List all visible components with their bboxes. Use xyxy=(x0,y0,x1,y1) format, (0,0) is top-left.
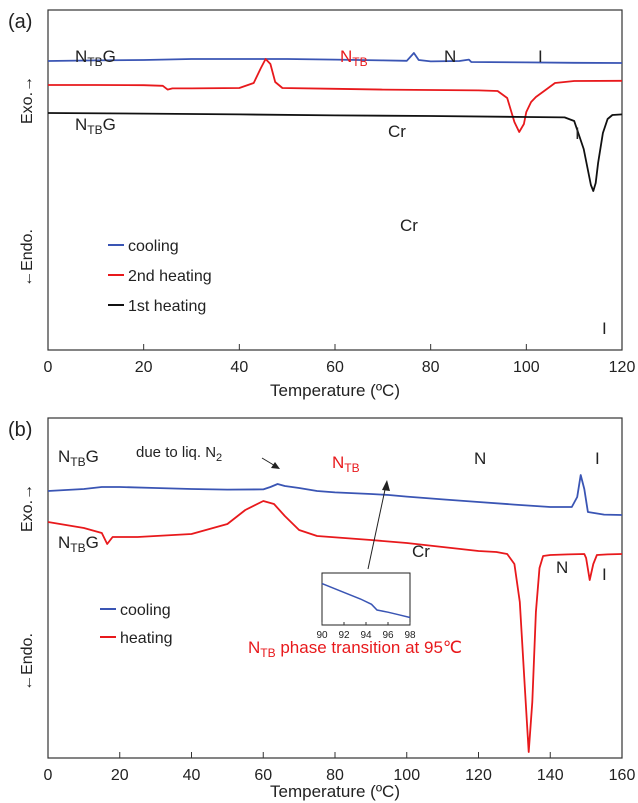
panel-b-ntb-label: NTB xyxy=(332,453,360,475)
panel-b-label: (b) xyxy=(8,419,32,441)
x-tick-label: 120 xyxy=(609,359,636,376)
inset-pointer-arrow xyxy=(367,484,387,570)
x-tick-label: 80 xyxy=(326,767,344,784)
inset-tick-label: 96 xyxy=(382,630,394,641)
x-tick-label: 0 xyxy=(44,359,53,376)
panel-a-legend: cooling 2nd heating 1st heating xyxy=(108,238,212,315)
panel-a-ntb-label: NTB xyxy=(340,47,368,69)
series-line-heating xyxy=(47,500,623,753)
panel-b-cr: Cr xyxy=(412,542,430,561)
panel-b-n-top: N xyxy=(474,449,486,468)
panel-a-i-top: I xyxy=(538,47,543,66)
panel-b: (b) 0 20 40 60 80 100 120 140 160 Temperature (º… xyxy=(8,417,636,801)
panel-b-transition-note: NTB phase transition at 95℃ xyxy=(248,638,462,660)
panel-b-y-label-endo: ←Endo. xyxy=(19,633,36,691)
x-tick-label: 80 xyxy=(422,359,440,376)
x-tick-label: 40 xyxy=(230,359,248,376)
panel-a-x-axis-label: Temperature (ºC) xyxy=(270,381,400,400)
panel-b-x-axis-label: Temperature (ºC) xyxy=(270,782,400,801)
panel-a-series xyxy=(47,52,623,192)
x-tick-label: 100 xyxy=(513,359,540,376)
panel-b-liq-arrowhead xyxy=(271,462,280,469)
inset-series xyxy=(321,582,411,619)
panel-a-i-low: I xyxy=(602,319,607,338)
series-line-cooling xyxy=(47,474,623,516)
panel-a-x-ticks: 0 20 40 60 80 100 120 xyxy=(44,344,636,376)
inset-frame xyxy=(321,572,411,626)
panel-a-n-label: N xyxy=(444,47,456,66)
inset-cooling-line xyxy=(321,582,411,619)
series-line-1st-heating xyxy=(47,112,623,192)
panel-a-y-label-exo: Exo.→ xyxy=(19,76,36,124)
x-tick-label: 20 xyxy=(111,767,129,784)
panel-b-ntbg-mid: NTBG xyxy=(58,533,99,555)
inset-tick-label: 94 xyxy=(360,630,372,641)
x-tick-label: 160 xyxy=(609,767,636,784)
legend-b-cooling: cooling xyxy=(120,602,171,619)
panel-a-cr-low: Cr xyxy=(400,216,418,235)
x-tick-label: 20 xyxy=(135,359,153,376)
series-line-cooling xyxy=(47,52,623,64)
x-tick-label: 140 xyxy=(537,767,564,784)
panel-a-y-label-endo: ←Endo. xyxy=(19,229,36,287)
panel-b-n-mid: N xyxy=(556,558,568,577)
x-tick-label: 60 xyxy=(326,359,344,376)
panel-a-label: (a) xyxy=(8,11,32,33)
x-tick-label: 120 xyxy=(465,767,492,784)
panel-b-liq-n2-note: due to liq. N2 xyxy=(136,444,222,464)
legend-a-cooling: cooling xyxy=(128,238,179,255)
panel-b-inset: 90 92 94 96 98 xyxy=(316,480,416,641)
panel-a-i-mid: I xyxy=(575,124,580,143)
panel-b-y-label-exo: Exo.→ xyxy=(19,484,36,532)
inset-tick-label: 98 xyxy=(404,630,416,641)
x-tick-label: 0 xyxy=(44,767,53,784)
x-tick-label: 100 xyxy=(393,767,420,784)
panel-a-ntbg-top: NTBG xyxy=(75,47,116,69)
inset-tick-label: 90 xyxy=(316,630,328,641)
panel-b-legend: cooling heating xyxy=(100,602,173,647)
panel-a-cr-mid: Cr xyxy=(388,122,406,141)
series-line-2nd-heating xyxy=(48,58,623,133)
panel-b-i-mid: I xyxy=(602,565,607,584)
panel-a: (a) 0 20 40 60 80 100 120 Temperature (ºC) Exo… xyxy=(8,9,636,400)
x-tick-label: 60 xyxy=(254,767,272,784)
inset-x-ticks: 90 92 94 96 98 xyxy=(316,622,416,641)
panel-b-x-ticks: 0 20 40 60 80 100 120 140 160 xyxy=(44,752,636,784)
inset-pointer-arrowhead xyxy=(382,480,390,491)
panel-b-ntbg-top: NTBG xyxy=(58,447,99,469)
legend-b-heating: heating xyxy=(120,630,173,647)
panel-a-ntbg-mid: NTBG xyxy=(75,115,116,137)
panel-b-series xyxy=(47,474,623,753)
inset-tick-label: 92 xyxy=(338,630,350,641)
panel-b-i-top: I xyxy=(595,449,600,468)
legend-a-2nd-heating: 2nd heating xyxy=(128,268,212,285)
legend-a-1st-heating: 1st heating xyxy=(128,298,206,315)
x-tick-label: 40 xyxy=(183,767,201,784)
